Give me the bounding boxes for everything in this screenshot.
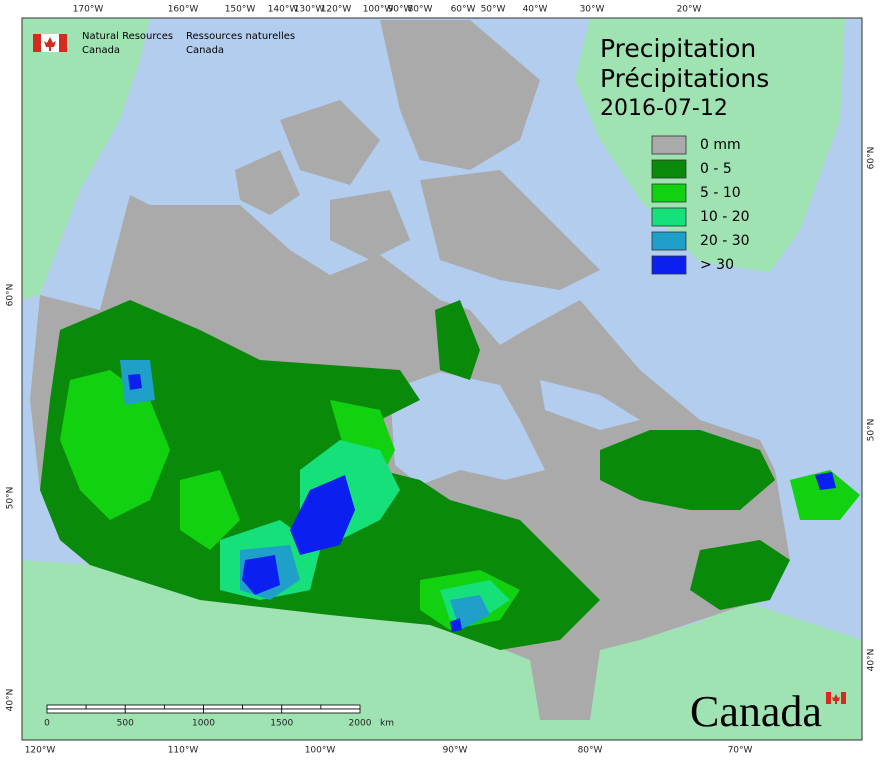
precip-area [242, 555, 280, 595]
scale-segment [124, 704, 165, 710]
arctic-island [280, 100, 380, 185]
lon-label: 100°W [363, 5, 394, 15]
precip-area [450, 618, 462, 632]
lon-label: 90°W [388, 5, 413, 15]
scale-segment [320, 704, 361, 710]
lon-label: 50°W [481, 5, 506, 15]
lon-label: 120°W [25, 746, 56, 756]
greenland [575, 18, 845, 272]
legend: 0 mm 0 - 5 5 - 10 10 - 20 20 - 30 > 30 [651, 135, 750, 275]
legend-swatch [651, 183, 687, 203]
precip-area [435, 300, 480, 380]
lon-label: 80°W [578, 746, 603, 756]
nrcan-logo [33, 34, 67, 52]
arctic-island [235, 150, 300, 215]
wordmark-flag [826, 692, 846, 704]
legend-label: 10 - 20 [700, 209, 750, 225]
lon-label: 160°W [168, 5, 199, 15]
lon-label: 130°W [294, 5, 325, 15]
scale-segment [163, 704, 204, 710]
lon-label: 150°W [225, 5, 256, 15]
lon-label: 90°W [443, 746, 468, 756]
precip-area [600, 430, 775, 510]
precip-area [128, 374, 142, 390]
precip-area [790, 470, 860, 520]
maple-leaf [44, 37, 56, 51]
wordmark: Canada [690, 687, 822, 736]
legend-label: 0 - 5 [700, 161, 732, 177]
lon-label: 30°W [580, 5, 605, 15]
scale-unit: km [380, 719, 394, 729]
legend-swatch [651, 255, 687, 275]
maple-leaf [832, 694, 840, 704]
flag-bar [826, 692, 831, 704]
legend-label: 20 - 30 [700, 233, 750, 249]
hudson-bay [390, 372, 545, 485]
precip-area [815, 472, 836, 490]
flag-bar [841, 692, 846, 704]
legend-swatch [651, 231, 687, 251]
scale-label: 2000 [349, 719, 372, 729]
scale-segment [124, 708, 204, 714]
legend-label: 5 - 10 [700, 185, 741, 201]
date: 2016-07-12 [600, 96, 728, 121]
map-frame [21, 17, 863, 741]
scale-segment [85, 704, 126, 710]
alaska [22, 18, 150, 300]
scale-label: 500 [117, 719, 134, 729]
scale-segment [203, 708, 283, 714]
hudson-strait [540, 380, 640, 430]
legend-swatch [651, 135, 687, 155]
lon-label: 70°W [728, 746, 753, 756]
dept-en: Natural Resources [82, 31, 173, 42]
arctic-island [420, 170, 600, 290]
precip-area [180, 470, 240, 550]
lon-label: 40°W [523, 5, 548, 15]
scale-segment [46, 708, 126, 714]
lon-label: 140°W [268, 5, 299, 15]
lat-label: 40°N [867, 649, 877, 672]
scale-label: 1000 [192, 719, 215, 729]
arctic-island [380, 20, 540, 170]
scale-segment [203, 704, 244, 710]
flag-bar [33, 34, 41, 52]
dept-fr: Ressources naturelles [186, 31, 295, 42]
legend-swatch [651, 207, 687, 227]
scale-label: 1500 [270, 719, 293, 729]
legend-label: > 30 [700, 257, 734, 273]
title: Précipitations [600, 64, 769, 93]
lat-label: 60°N [6, 284, 16, 307]
lon-label: 60°W [451, 5, 476, 15]
legend-label: 0 mm [700, 137, 741, 153]
precip-area [60, 370, 170, 520]
lon-label: 20°W [677, 5, 702, 15]
scale-bar: 0 500 1000 1500 2000 km [44, 704, 394, 729]
precip-area [690, 540, 790, 610]
lat-label: 50°N [6, 487, 16, 510]
lat-label: 50°N [867, 419, 877, 442]
dept-fr: Canada [186, 45, 224, 56]
lat-label: 40°N [6, 689, 16, 712]
lon-label: 110°W [168, 746, 199, 756]
legend-swatch [651, 159, 687, 179]
lon-label: 80°W [408, 5, 433, 15]
lon-label: 120°W [321, 5, 352, 15]
lon-label: 100°W [305, 746, 336, 756]
usa [22, 560, 862, 740]
scale-label: 0 [44, 719, 50, 729]
lat-label: 60°N [867, 147, 877, 170]
scale-segment [281, 708, 361, 714]
scale-segment [281, 704, 322, 710]
precip-area [290, 475, 355, 555]
arctic-island [330, 190, 410, 260]
lon-label: 170°W [73, 5, 104, 15]
flag-bar [59, 34, 67, 52]
dept-en: Canada [82, 45, 120, 56]
scale-segment [46, 704, 87, 710]
title: Precipitation [600, 34, 756, 63]
scale-segment [242, 704, 283, 710]
precip-layer [40, 300, 860, 650]
